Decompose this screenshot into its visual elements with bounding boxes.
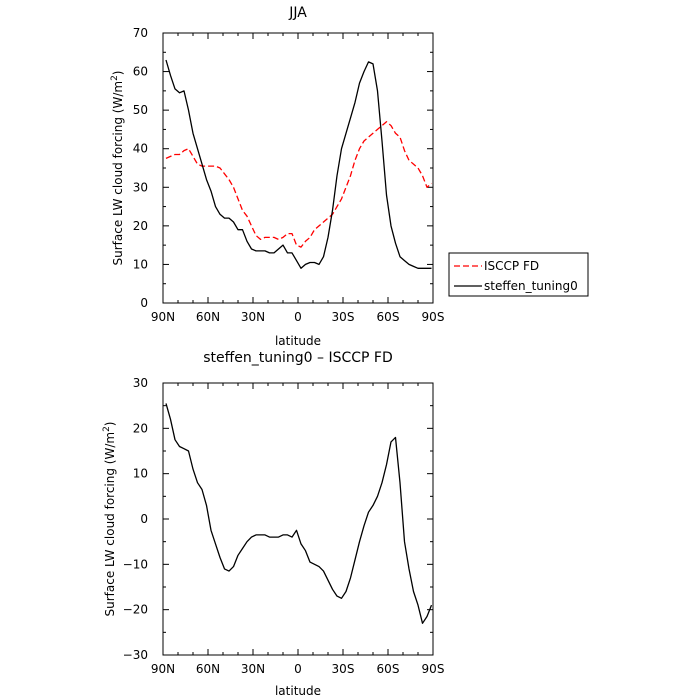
bottom-x-tick-label: 60S — [377, 662, 400, 676]
top-series-lines — [165, 59, 432, 269]
bottom-y-tick-label: −30 — [123, 648, 148, 662]
bottom-x-tick-label: 60N — [196, 662, 220, 676]
top-y-axis-label: Surface LW cloud forcing (W/m2) — [110, 70, 125, 265]
bottom-x-tick-label: 90S — [422, 662, 445, 676]
top-x-axis-label: latitude — [275, 334, 321, 348]
bottom-y-tick-label: 20 — [133, 421, 148, 435]
top-x-tick-label: 90N — [151, 310, 175, 324]
bottom-x-axis-label: latitude — [275, 684, 321, 698]
bottom-x-tick-label: 30S — [332, 662, 355, 676]
legend-box — [448, 252, 589, 297]
bottom-series-lines — [165, 403, 433, 624]
top-y-ticks: 0 10 20 30 40 50 60 70 — [133, 26, 433, 310]
top-y-tick-label: 40 — [133, 142, 148, 156]
bottom-x-tick-label: 0 — [294, 662, 302, 676]
top-y-tick-label: 0 — [140, 296, 148, 310]
top-x-tick-label: 90S — [422, 310, 445, 324]
top-series-line-1 — [165, 59, 432, 269]
top-y-tick-label: 10 — [133, 257, 148, 271]
bottom-y-tick-label: 0 — [140, 512, 148, 526]
bottom-panel-title: steffen_tuning0 – ISCCP FD — [203, 350, 393, 366]
top-x-tick-label: 30S — [332, 310, 355, 324]
top-y-tick-label: 50 — [133, 103, 148, 117]
top-x-tick-label: 0 — [294, 310, 302, 324]
bottom-y-tick-label: −20 — [123, 603, 148, 617]
top-y-tick-label: 30 — [133, 180, 148, 194]
bottom-y-tick-label: −10 — [123, 557, 148, 571]
top-y-tick-label: 20 — [133, 219, 148, 233]
bottom-x-ticks: 90N 60N 30N 0 30S 60S 90S — [151, 383, 445, 676]
top-x-tick-label: 60S — [377, 310, 400, 324]
top-x-tick-label: 30N — [241, 310, 265, 324]
bottom-y-tick-label: 30 — [133, 376, 148, 390]
legend-label-isccp: ISCCP FD — [484, 259, 539, 273]
legend-label-steffen: steffen_tuning0 — [484, 279, 578, 293]
top-y-tick-label: 70 — [133, 26, 148, 40]
bottom-panel: steffen_tuning0 – ISCCP FD 90N 60N 30N 0 30S… — [102, 350, 444, 698]
top-panel-title: JJA — [288, 5, 307, 21]
bottom-x-tick-label: 90N — [151, 662, 175, 676]
bottom-y-tick-label: 10 — [133, 467, 148, 481]
top-panel: JJA 90N 60N 30N 0 30S 60S 90S 010203040506070 … — [110, 5, 444, 348]
bottom-y-axis-label: Surface LW cloud forcing (W/m2) — [102, 421, 117, 616]
top-x-ticks: 90N 60N 30N 0 30S 60S 90S — [151, 33, 445, 324]
top-x-tick-label: 60N — [196, 310, 220, 324]
bottom-y-ticks: −30 −20 −10 0 10 20 30 — [123, 376, 433, 662]
bottom-series-line-0 — [165, 403, 433, 624]
bottom-plot-frame — [162, 382, 434, 656]
legend: ISCCP FD steffen_tuning0 — [448, 252, 589, 297]
top-y-tick-label: 60 — [133, 65, 148, 79]
bottom-x-tick-label: 30N — [241, 662, 265, 676]
top-series-line-0 — [165, 121, 432, 248]
